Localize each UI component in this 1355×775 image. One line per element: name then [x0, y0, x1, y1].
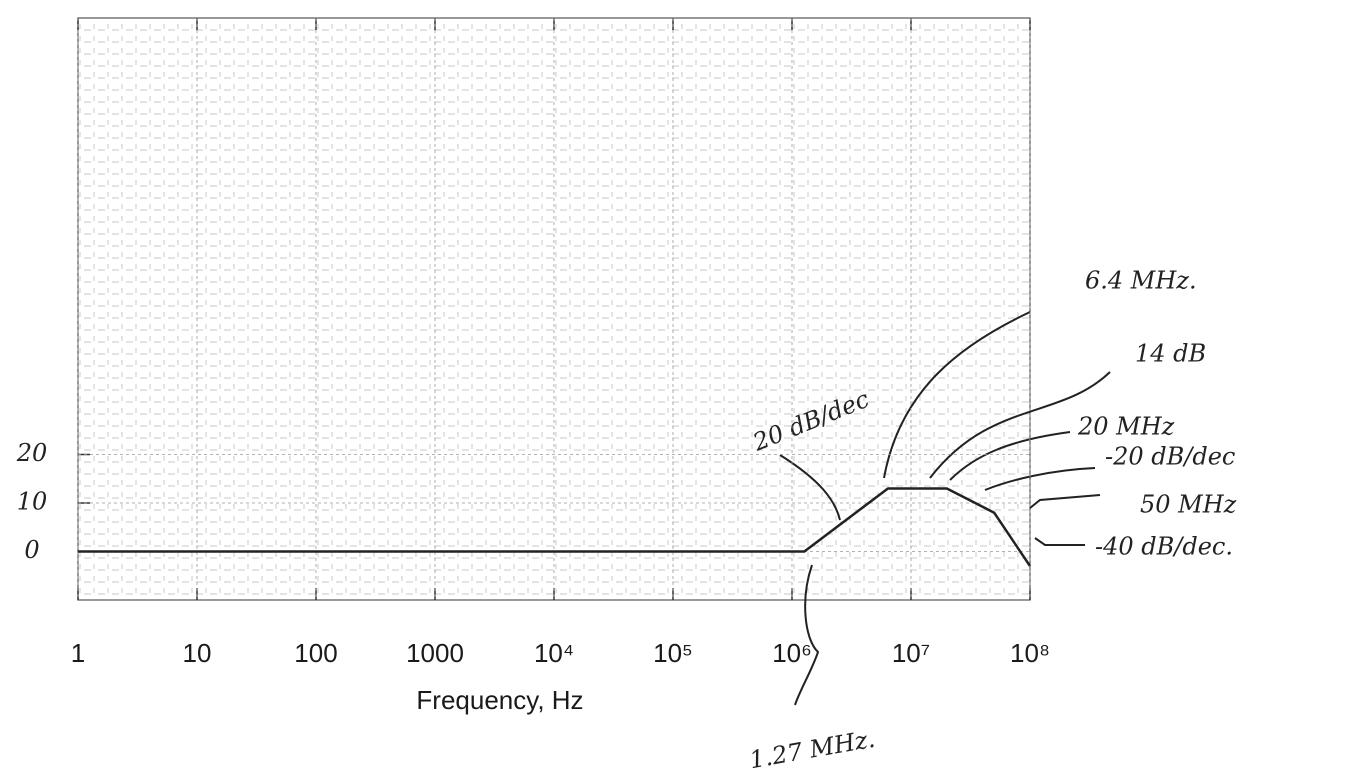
- annotation: 1.27 MHz.: [747, 725, 877, 775]
- leader-line: [929, 371, 1111, 479]
- x-axis-label: Frequency, Hz: [416, 685, 583, 715]
- leader-line: [1029, 494, 1101, 509]
- x-tick-label: 10⁶: [772, 638, 812, 668]
- leader-line: [779, 454, 841, 521]
- x-tick-label: 1000: [406, 638, 464, 668]
- y-tick-label: 10: [17, 488, 48, 516]
- annotation: 6.4 MHz.: [1085, 267, 1197, 295]
- annotation: -20 dB/dec: [1105, 443, 1235, 471]
- y-tick-label: 20: [16, 439, 48, 467]
- x-tick-label: 10⁴: [534, 638, 574, 668]
- x-tick-label: 10⁵: [653, 638, 693, 668]
- leader-line: [794, 564, 820, 706]
- annotation: 20 MHz: [1077, 413, 1175, 441]
- leader-line: [984, 467, 1096, 491]
- leader-line: [949, 431, 1071, 481]
- x-tick-label: 10: [183, 638, 212, 668]
- x-tick-label: 10⁷: [892, 638, 930, 668]
- leader-line: [1034, 537, 1085, 546]
- annotation: 50 MHz: [1140, 491, 1237, 519]
- x-tick-label: 10⁸: [1010, 638, 1050, 668]
- leader-line: [883, 311, 1031, 479]
- line-series: [78, 487, 1032, 567]
- x-tick-label: 100: [294, 638, 337, 668]
- y-tick-label: 0: [24, 536, 39, 564]
- annotation: 14 dB: [1135, 340, 1206, 368]
- annotation: -40 dB/dec.: [1095, 533, 1233, 561]
- x-tick-label: 1: [71, 638, 85, 668]
